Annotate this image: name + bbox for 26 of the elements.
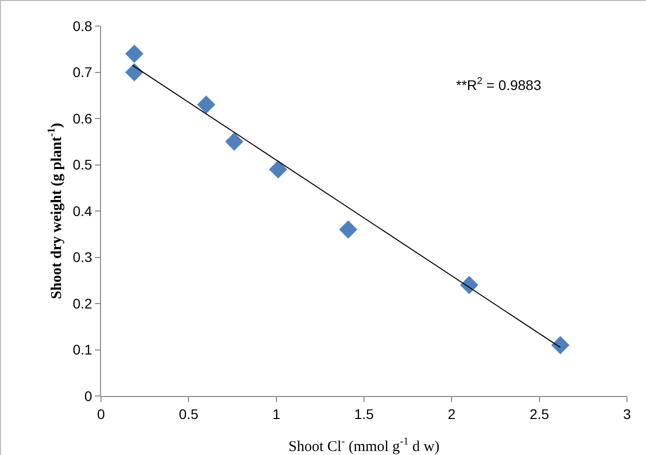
- x-tick-label: 1.5: [354, 406, 374, 422]
- point: [551, 336, 570, 354]
- y-tick-label: 0.5: [72, 156, 92, 173]
- y-tick-label: 0.6: [72, 110, 92, 126]
- y-tick-label: 0.7: [72, 64, 92, 80]
- point: [268, 160, 288, 178]
- x-axis-title: Shoot Cl$^{-}$ (mmol g$^{-1}$ d w): [288, 436, 440, 455]
- point: [225, 132, 244, 151]
- y-tick-label: 0.8: [72, 18, 92, 34]
- x-tick-label: 0.5: [178, 406, 199, 422]
- x-tick-label: 0: [97, 406, 106, 422]
- y-tick-label: 0.1: [72, 342, 92, 358]
- y-tick-label: 0.2: [72, 295, 92, 312]
- x-tick-label: 1: [272, 406, 280, 422]
- point: [125, 44, 144, 63]
- point: [125, 63, 144, 82]
- point: [339, 220, 358, 239]
- x-tick-label: 3: [623, 406, 632, 422]
- y-tick-label: 0.3: [72, 249, 92, 266]
- x-tick-label: 2.5: [530, 406, 550, 422]
- point: [197, 96, 216, 114]
- y-tick-label: 0: [84, 388, 92, 404]
- annotation: **R$^{2}$ = 0.9883: [456, 76, 542, 93]
- point: [460, 276, 478, 294]
- x-tick-label: 2: [448, 406, 456, 422]
- y-tick-label: 0.4: [72, 202, 92, 219]
